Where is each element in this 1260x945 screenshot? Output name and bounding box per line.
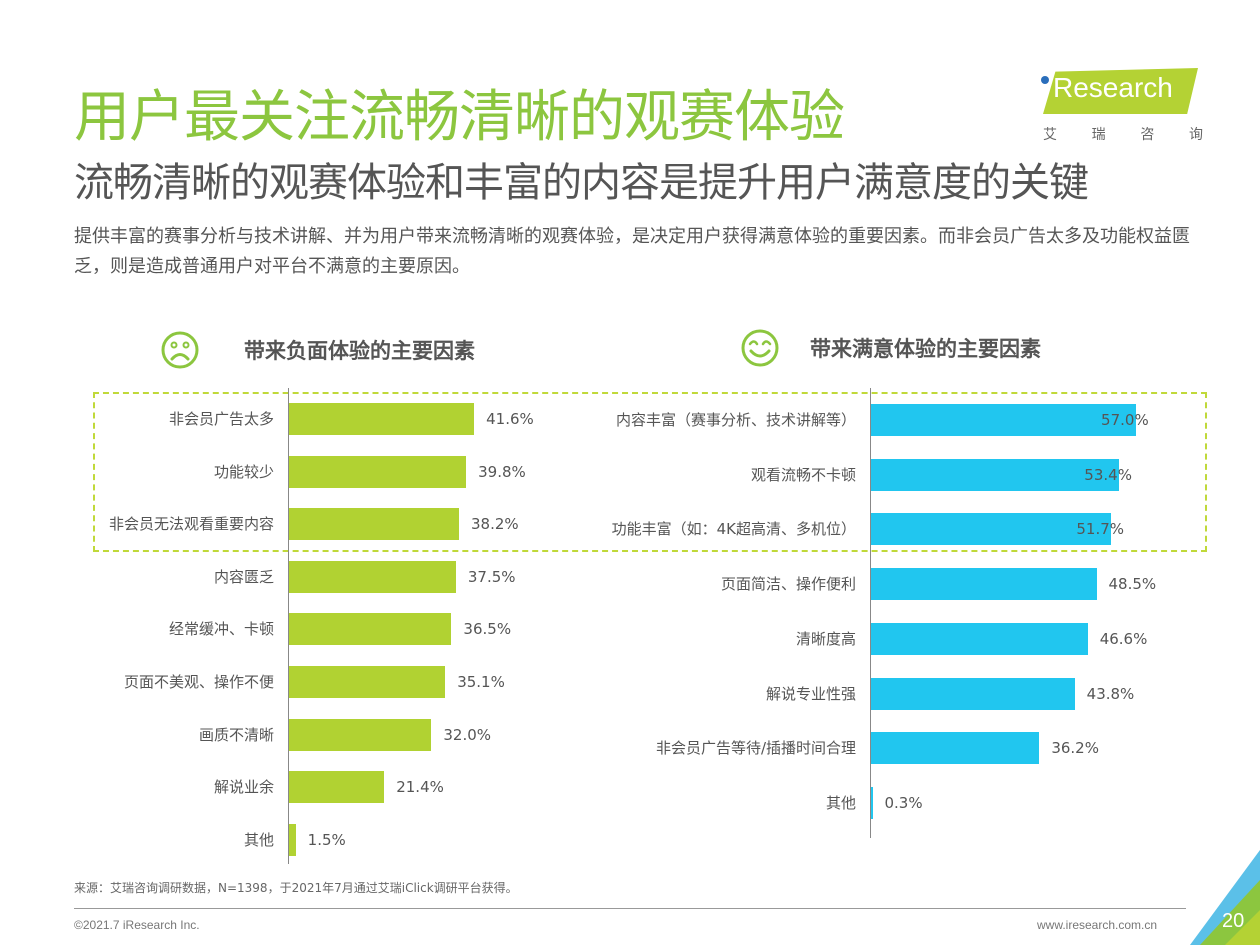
bar: [871, 404, 1137, 436]
bar-row: 功能较少 39.8%: [0, 455, 1260, 488]
page-description: 提供丰富的赛事分析与技术讲解、并为用户带来流畅清晰的观赛体验，是决定用户获得满意…: [74, 226, 1190, 277]
negative-chart-title: 带来负面体验的主要因素: [244, 339, 475, 363]
bar-value-label: 46.6%: [1099, 629, 1148, 648]
bar-category-label: 画质不清晰: [198, 725, 274, 744]
bar-row: 其他 0.3%: [0, 786, 1260, 819]
bar: [289, 613, 452, 646]
bar: [871, 568, 1097, 601]
bar-category-label: 非会员广告等待/插播时间合理: [655, 739, 856, 758]
bar-value-label: 51.7%: [1076, 520, 1125, 539]
bar-category-label: 清晰度高: [795, 629, 856, 648]
bar-category-label: 其他: [825, 793, 856, 812]
bar-category-label: 非会员无法观看重要内容: [108, 515, 274, 534]
bar: [871, 786, 873, 819]
logo-char: 咨: [1140, 127, 1155, 143]
bar: [871, 732, 1040, 765]
footer-divider: [74, 908, 1186, 909]
negative-panel-header: 带来负面体验的主要因素: [160, 330, 475, 370]
sad-face-icon: [161, 331, 199, 369]
logo-chinese-name: 艾 瑞 咨 询: [1043, 124, 1203, 144]
bar-value-label: 36.5%: [463, 620, 512, 639]
bar-category-label: 解说专业性强: [765, 684, 856, 703]
chart-axis: [288, 388, 289, 864]
bar-row: 观看流畅不卡顿 53.4%: [0, 458, 1260, 491]
bar-value-label: 53.4%: [1084, 465, 1132, 484]
bar-category-label: 观看流畅不卡顿: [750, 465, 856, 484]
bar-value-label: 41.6%: [486, 410, 534, 428]
bar-category-label: 解说业余: [213, 778, 274, 797]
logo-char: 瑞: [1091, 127, 1106, 143]
positive-chart-title: 带来满意体验的主要因素: [810, 337, 1041, 361]
bar: [289, 666, 446, 698]
corner-decoration: [1190, 850, 1260, 945]
bar: [289, 403, 475, 435]
source-note: 来源：艾瑞咨询调研数据，N=1398，于2021年7月通过艾瑞iClick调研平…: [74, 881, 518, 895]
page-subtitle: 流畅清晰的观赛体验和丰富的内容是提升用户满意度的关键: [74, 160, 1089, 206]
logo-dot-icon: [1041, 76, 1049, 84]
bar-row: 非会员广告等待/插播时间合理 36.2%: [0, 732, 1260, 765]
bar-value-label: 39.8%: [478, 462, 526, 481]
smile-face-icon: [741, 329, 779, 367]
bar: [289, 718, 432, 751]
page-number: 20: [1222, 910, 1245, 932]
bar-category-label: 经常缓冲、卡顿: [168, 620, 274, 639]
bar-value-label: 38.2%: [470, 515, 519, 534]
bar-value-label: 32.0%: [443, 725, 492, 744]
bar-value-label: 1.5%: [307, 830, 346, 849]
bar: [289, 560, 456, 593]
bar-row: 内容丰富（赛事分析、技术讲解等） 57.0%: [0, 404, 1260, 436]
bar-row: 页面不美观、操作不便 35.1%: [0, 666, 1260, 698]
iresearch-logo: Research 艾 瑞 咨 询: [1035, 68, 1205, 148]
logo-char: 艾: [1043, 127, 1057, 143]
bar-value-label: 36.2%: [1051, 739, 1099, 758]
logo-char: 询: [1188, 127, 1203, 143]
bar-category-label: 页面不美观、操作不便: [123, 673, 274, 691]
bar: [289, 823, 296, 856]
logo-text: Research: [1053, 72, 1173, 103]
bar: [289, 455, 467, 488]
bar-row: 解说专业性强 43.8%: [0, 677, 1260, 710]
logo-badge: [1043, 68, 1198, 114]
bar: [871, 458, 1120, 491]
bar-row: 功能丰富（如：4K超高清、多机位） 51.7%: [0, 513, 1260, 546]
bar-value-label: 35.1%: [457, 673, 505, 691]
bar-row: 经常缓冲、卡顿 36.5%: [0, 613, 1260, 646]
bar-value-label: 43.8%: [1086, 684, 1135, 703]
bar-value-label: 37.5%: [467, 567, 516, 586]
bar-row: 非会员广告太多 41.6%: [0, 403, 1260, 435]
website-link[interactable]: www.iresearch.com.cn: [1037, 918, 1158, 932]
bar: [871, 513, 1112, 546]
bar-value-label: 48.5%: [1108, 575, 1157, 594]
bar-row: 清晰度高 46.6%: [0, 622, 1260, 655]
bar-category-label: 功能较少: [213, 462, 274, 481]
bar: [289, 508, 459, 541]
bar-row: 其他 1.5%: [0, 823, 1260, 856]
bar-category-label: 内容匮乏: [213, 567, 274, 586]
bar-category-label: 内容丰富（赛事分析、技术讲解等）: [615, 411, 856, 429]
copyright: ©2021.7 iResearch Inc.: [74, 918, 200, 932]
bar-category-label: 非会员广告太多: [168, 410, 274, 428]
top3-highlight-box: [93, 392, 1207, 552]
bar-category-label: 其他: [243, 830, 274, 849]
bar-row: 非会员无法观看重要内容 38.2%: [0, 508, 1260, 541]
positive-panel-header: 带来满意体验的主要因素: [740, 328, 1041, 368]
bar-value-label: 57.0%: [1101, 411, 1149, 429]
bar-row: 解说业余 21.4%: [0, 771, 1260, 804]
bar: [871, 622, 1088, 655]
bar-category-label: 页面简洁、操作便利: [720, 575, 856, 594]
page-title: 用户最关注流畅清晰的观赛体验: [74, 85, 845, 150]
bar: [871, 677, 1075, 710]
bar: [289, 771, 385, 804]
bar-value-label: 21.4%: [396, 778, 444, 797]
bar-value-label: 0.3%: [884, 793, 923, 812]
bar-row: 页面简洁、操作便利 48.5%: [0, 568, 1260, 601]
bar-category-label: 功能丰富（如：4K超高清、多机位）: [611, 520, 856, 539]
chart-axis: [870, 388, 871, 838]
bar-row: 画质不清晰 32.0%: [0, 718, 1260, 751]
bar-row: 内容匮乏 37.5%: [0, 560, 1260, 593]
